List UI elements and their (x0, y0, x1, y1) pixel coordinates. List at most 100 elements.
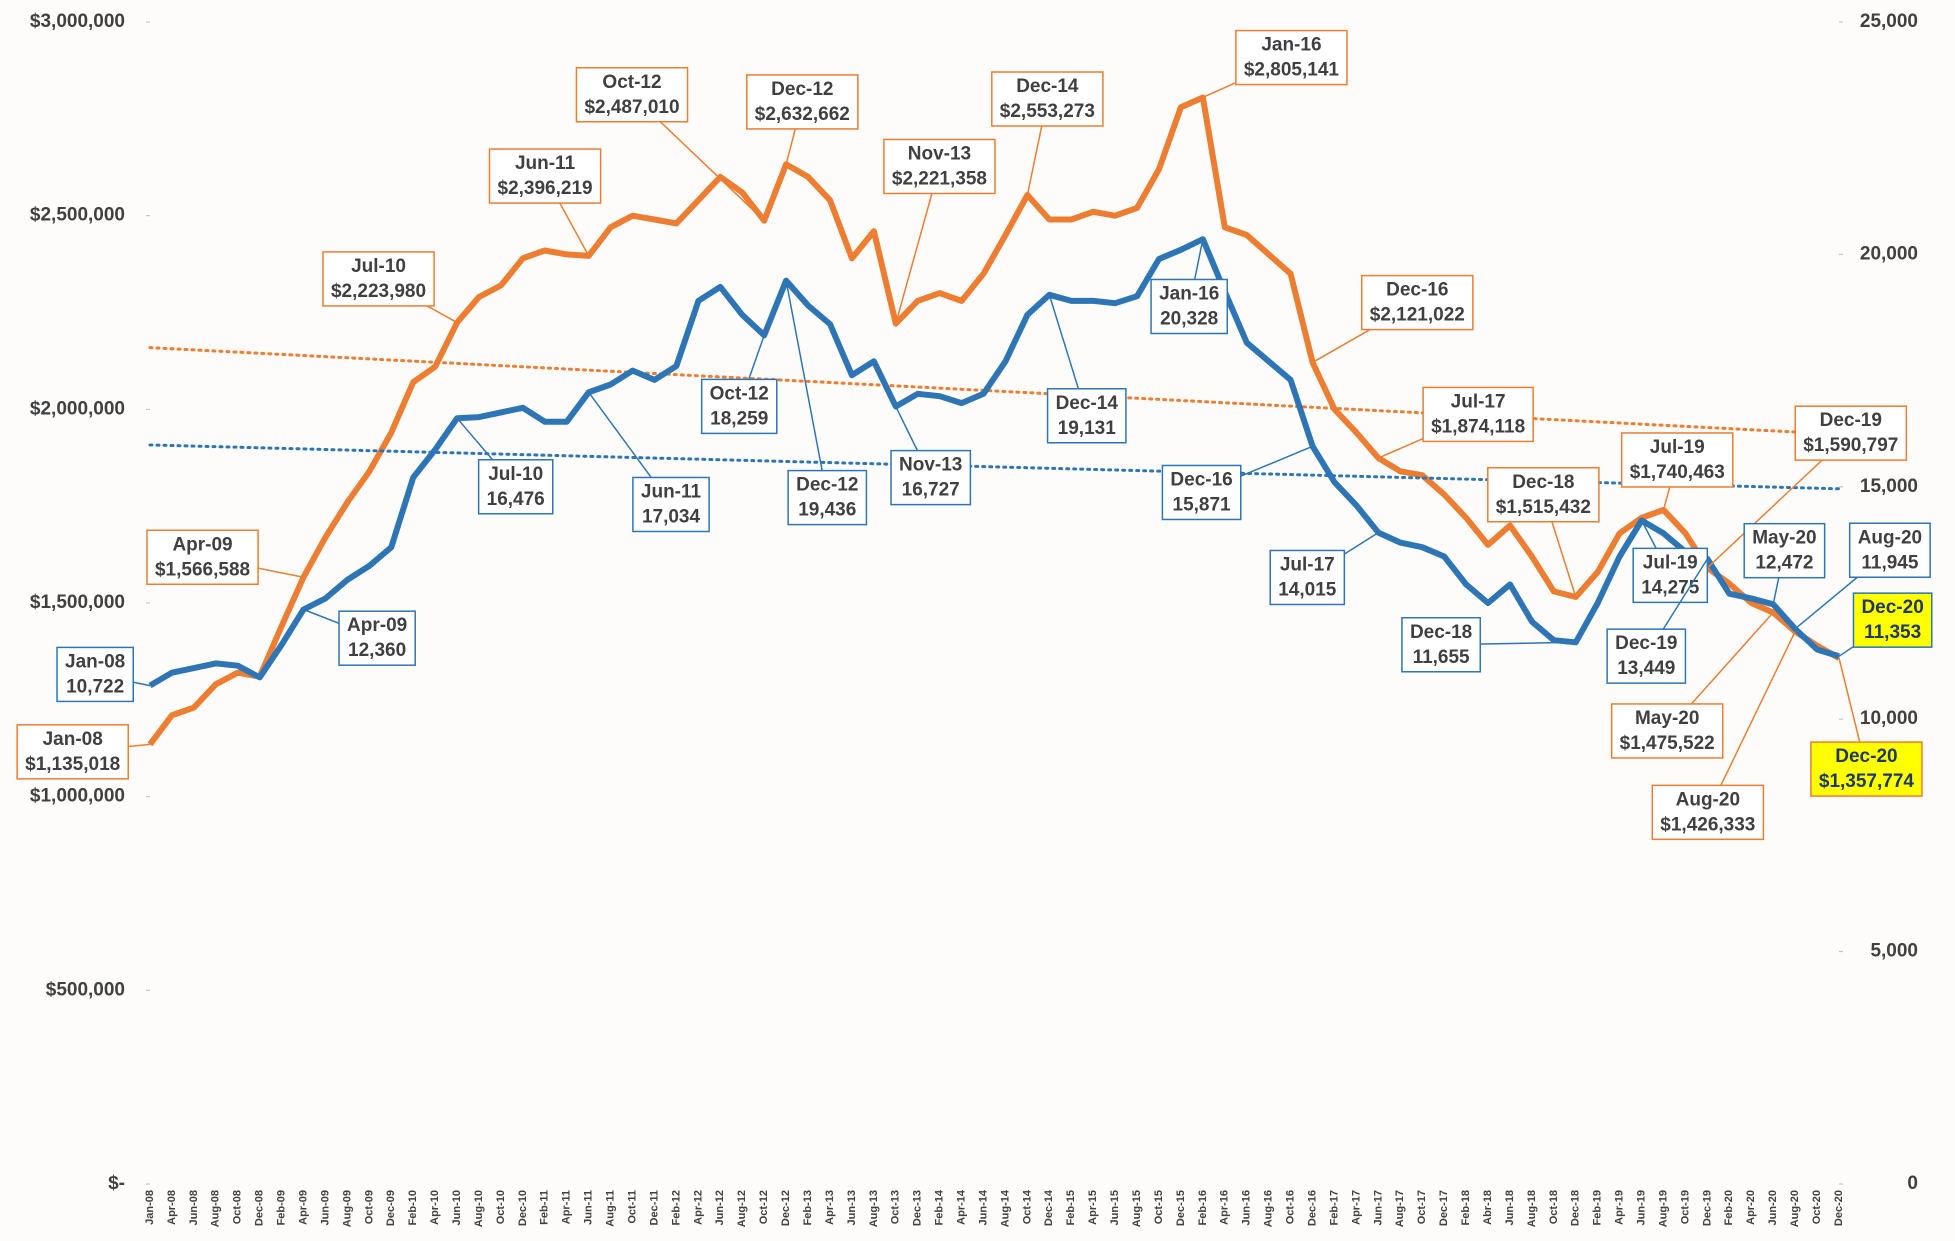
annotation-box (1422, 386, 1534, 443)
x-tick-label: Feb-13 (802, 1190, 814, 1225)
x-tick-label: Apr-11 (561, 1190, 573, 1224)
annotation-box (746, 74, 859, 130)
annotation-box (1651, 784, 1765, 841)
x-tick-label: Dec-13 (912, 1190, 924, 1226)
annotation-box (883, 138, 996, 195)
x-tick-label: Oct-14 (1021, 1189, 1033, 1224)
y2-tick-label: 5,000 (1870, 941, 1918, 962)
annotation-title: Dec-12 (771, 79, 833, 100)
annotation-title: Nov-13 (899, 455, 962, 476)
annotation-title: Dec-12 (796, 475, 858, 496)
annotation-title: Apr-09 (172, 534, 232, 555)
annotation-title: Nov-13 (908, 143, 971, 164)
annotation-value: $1,357,774 (1819, 771, 1915, 792)
annotation-box (1632, 547, 1709, 604)
annotation-box (1852, 592, 1933, 648)
annotation-title: Dec-19 (1820, 410, 1882, 431)
x-tick-label: Dec-11 (648, 1190, 660, 1225)
annotation-box (1487, 467, 1600, 523)
x-tick-label: Aug-14 (999, 1189, 1011, 1227)
annotation-title: Dec-16 (1170, 469, 1232, 490)
annotation-title: Oct-12 (710, 383, 769, 404)
x-tick-label: Aug-15 (1131, 1190, 1143, 1227)
x-tick-label: Oct-13 (890, 1190, 902, 1224)
y-tick-label: $2,500,000 (30, 205, 125, 226)
annotation-box (1606, 628, 1687, 684)
annotation-title: Jan-16 (1159, 284, 1219, 305)
x-tick-label: Abr-18 (1482, 1190, 1494, 1225)
x-tick-label: Apr-15 (1087, 1190, 1099, 1225)
annotation-value: $1,475,522 (1620, 733, 1715, 754)
annotation-value: 14,275 (1641, 577, 1700, 598)
annotation-title: Dec-19 (1615, 633, 1677, 654)
x-tick-label: Aug-18 (1526, 1190, 1538, 1227)
annotation-title: Oct-12 (602, 72, 661, 93)
x-tick-label: Dec-18 (1570, 1190, 1582, 1226)
annotation-title: Jan-08 (65, 651, 125, 672)
annotation-title: May-20 (1635, 708, 1699, 729)
annotation-title: Dec-20 (1835, 746, 1897, 767)
annotation-value: 20,328 (1160, 309, 1218, 330)
x-tick-label: Feb-17 (1328, 1190, 1340, 1225)
annotation-title: Dec-14 (1056, 393, 1119, 414)
annotation-value: $1,515,432 (1496, 497, 1591, 518)
annotation-box (632, 476, 710, 533)
annotation-value: 18,259 (710, 408, 768, 429)
x-tick-label: Apr-12 (692, 1190, 704, 1225)
x-tick-label: Oct-16 (1285, 1190, 1297, 1224)
x-tick-label: Dec-17 (1438, 1190, 1450, 1226)
annotation-value: 19,436 (798, 500, 856, 521)
annotation-value: 12,472 (1755, 553, 1813, 574)
annotation-value: 17,034 (642, 507, 701, 528)
annotation-value: 12,360 (348, 640, 406, 661)
annotation-box (1810, 741, 1923, 797)
annotation-box (700, 378, 778, 435)
x-tick-label: Dec-14 (1043, 1189, 1055, 1226)
annotation-box (477, 459, 554, 515)
x-tick-label: Jun-17 (1372, 1190, 1384, 1225)
annotation-box (1620, 432, 1734, 488)
x-tick-label: Oct-08 (232, 1190, 244, 1224)
x-tick-label: Apr-08 (166, 1190, 178, 1225)
annotation-box (575, 67, 689, 123)
x-tick-label: Feb-12 (670, 1190, 682, 1225)
y2-tick-label: 15,000 (1860, 476, 1918, 497)
x-tick-label: Dec-12 (780, 1190, 792, 1226)
annotation-title: Jul-17 (1451, 391, 1506, 412)
x-tick-label: Jun-13 (846, 1190, 858, 1225)
annotation-box (1269, 549, 1346, 606)
x-tick-label: Jun-16 (1241, 1190, 1253, 1225)
x-tick-label: Oct-20 (1811, 1190, 1823, 1224)
annotation-value: $2,805,141 (1244, 60, 1340, 81)
annotation-leader (1707, 631, 1796, 813)
x-tick-label: Oct-17 (1416, 1190, 1428, 1224)
annotation-value: 16,727 (902, 480, 960, 501)
annotation-title: Jul-19 (1643, 552, 1698, 573)
x-tick-label: Aug-19 (1657, 1190, 1669, 1227)
annotation-value: $1,135,018 (25, 754, 120, 775)
annotation-title: Jul-19 (1650, 437, 1705, 458)
x-tick-label: Oct-15 (1153, 1190, 1165, 1224)
x-tick-label: Oct-19 (1679, 1190, 1691, 1224)
x-tick-label: Apr-20 (1745, 1190, 1757, 1225)
annotation-value: $2,553,273 (1000, 101, 1095, 122)
annotation-value: $1,590,797 (1803, 435, 1898, 456)
y-tick-label: $500,000 (46, 979, 125, 1000)
x-tick-label: Aug-16 (1263, 1190, 1275, 1227)
annotation-title: Jul-17 (1280, 554, 1335, 575)
x-tick-label: Aug-13 (868, 1190, 880, 1227)
x-tick-label: Jun-14 (977, 1189, 989, 1225)
x-tick-label: Apr-16 (1219, 1190, 1231, 1225)
annotation-value: $2,221,358 (892, 168, 987, 189)
x-tick-label: Jun-20 (1767, 1190, 1779, 1225)
annotation-value: 11,945 (1861, 552, 1918, 573)
y2-tick-label: 20,000 (1860, 243, 1918, 264)
x-tick-label: Apr-10 (429, 1190, 441, 1225)
x-tick-label: Dec-08 (254, 1190, 266, 1226)
x-tick-label: Aug-10 (473, 1190, 485, 1227)
annotation-box (488, 148, 602, 204)
annotation-leader (785, 280, 829, 498)
annotation-box (338, 610, 416, 666)
annotation-value: $2,121,022 (1370, 305, 1465, 326)
